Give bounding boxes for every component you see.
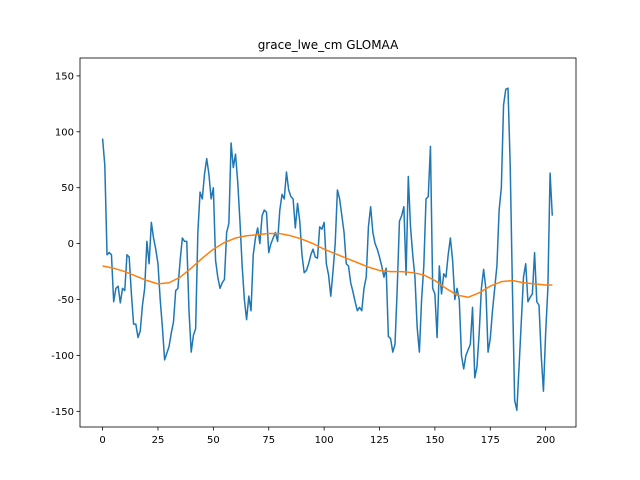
x-tick-label: 150: [425, 435, 444, 446]
x-tick-label: 125: [370, 435, 389, 446]
plot-frame: [79, 57, 577, 428]
x-tick-label: 50: [207, 435, 220, 446]
x-tick-label: 175: [481, 435, 500, 446]
x-tick-label: 25: [152, 435, 165, 446]
y-tick-label: -150: [51, 407, 74, 418]
y-tick-label: 0: [68, 239, 74, 250]
x-tick-label: 100: [315, 435, 334, 446]
y-tick-label: 150: [55, 71, 74, 82]
y-tick-label: -100: [51, 351, 74, 362]
y-tick-label: 50: [61, 183, 74, 194]
line-series: [102, 232, 553, 299]
line-series: [101, 87, 554, 411]
x-tick-label: 75: [262, 435, 275, 446]
y-tick-label: -50: [58, 295, 74, 306]
x-tick-label: 0: [99, 435, 105, 446]
chart-title: grace_lwe_cm GLOMAA: [258, 38, 399, 52]
x-tick-label: 200: [536, 435, 555, 446]
y-tick-label: 100: [55, 127, 74, 138]
